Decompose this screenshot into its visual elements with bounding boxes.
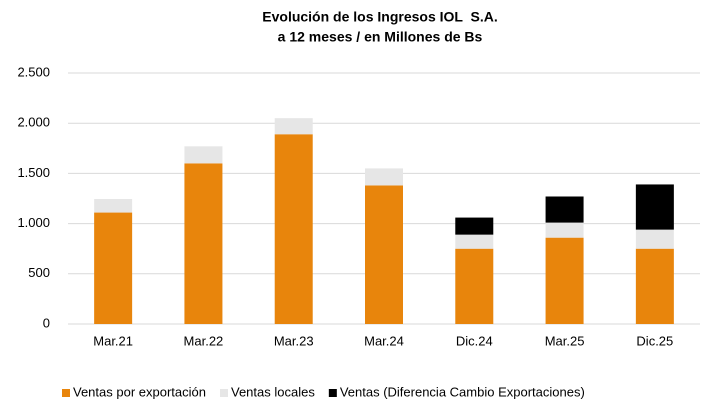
x-tick-label: Mar.25 — [545, 333, 585, 348]
legend-label: Ventas locales — [231, 384, 315, 399]
x-tick-label: Dic.24 — [456, 333, 493, 348]
bar-segment — [94, 212, 133, 324]
bar-segment — [635, 184, 674, 230]
legend-swatch — [219, 389, 228, 397]
x-tick-label: Mar.24 — [364, 333, 404, 348]
legend-swatch — [62, 389, 70, 397]
bar-segment — [545, 222, 584, 238]
x-tick-label: Mar.23 — [274, 333, 314, 348]
y-tick-label: 1.000 — [17, 215, 50, 230]
bar-segment — [455, 234, 494, 249]
bar-segment — [455, 217, 494, 235]
bar-segment — [545, 196, 584, 223]
y-tick-label: 1.500 — [17, 165, 50, 180]
legend-label: Ventas (Diferencia Cambio Exportaciones) — [340, 384, 585, 399]
y-tick-label: 500 — [28, 265, 50, 280]
x-tick-label: Mar.21 — [93, 333, 133, 348]
x-tick-label: Mar.22 — [184, 333, 224, 348]
bar-segment — [184, 146, 223, 164]
x-tick-label: Dic.25 — [636, 333, 673, 348]
legend-swatch — [328, 389, 337, 397]
bar-segment — [274, 134, 313, 324]
bar-segment — [455, 248, 494, 324]
bar-segment — [94, 199, 133, 213]
y-tick-label: 0 — [43, 315, 50, 330]
bar-segment — [635, 248, 674, 324]
bar-segment — [545, 237, 584, 324]
legend-label: Ventas por exportación — [73, 384, 206, 399]
bar-segment — [274, 118, 313, 135]
y-tick-label: 2.000 — [17, 115, 50, 130]
bar-segment — [635, 229, 674, 249]
bar-segment — [365, 168, 403, 186]
y-tick-label: 2.500 — [17, 64, 50, 79]
bar-segment — [365, 185, 403, 324]
bar-segment — [184, 163, 223, 324]
chart-subtitle: a 12 meses / en Millones de Bs — [278, 29, 483, 45]
chart-title: Evolución de los Ingresos IOL S.A. — [262, 9, 497, 25]
